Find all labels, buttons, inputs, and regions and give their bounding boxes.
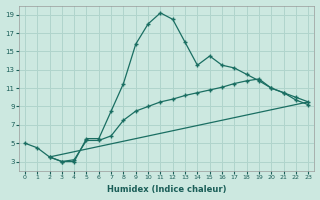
X-axis label: Humidex (Indice chaleur): Humidex (Indice chaleur) [107,185,226,194]
